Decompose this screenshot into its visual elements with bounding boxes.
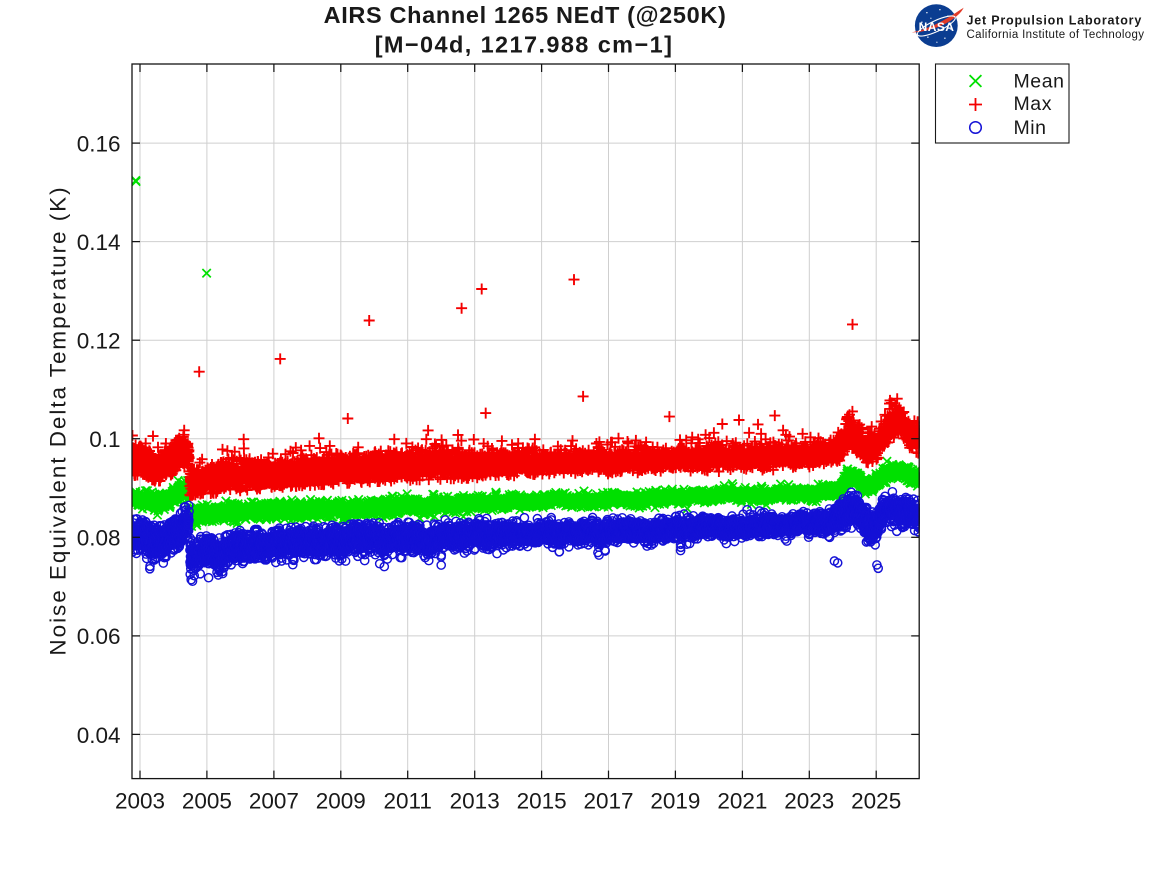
svg-text:0.08: 0.08 bbox=[77, 526, 121, 551]
svg-text:Mean: Mean bbox=[1014, 71, 1065, 93]
svg-text:0.1: 0.1 bbox=[89, 427, 120, 452]
svg-text:California Institute of Techno: California Institute of Technology bbox=[967, 29, 1145, 41]
svg-text:0.12: 0.12 bbox=[77, 329, 121, 354]
svg-text:2007: 2007 bbox=[249, 789, 299, 814]
svg-text:2011: 2011 bbox=[384, 789, 432, 814]
svg-text:Min: Min bbox=[1014, 117, 1047, 139]
svg-text:[M−04d, 1217.988 cm−1]: [M−04d, 1217.988 cm−1] bbox=[375, 31, 674, 57]
svg-text:AIRS Channel 1265 NEdT (@250K): AIRS Channel 1265 NEdT (@250K) bbox=[324, 2, 727, 28]
svg-text:2023: 2023 bbox=[784, 789, 834, 814]
svg-text:Max: Max bbox=[1014, 93, 1053, 115]
svg-text:0.14: 0.14 bbox=[77, 230, 121, 255]
svg-text:NASA: NASA bbox=[919, 20, 955, 34]
svg-text:2015: 2015 bbox=[517, 789, 567, 814]
svg-text:0.04: 0.04 bbox=[77, 723, 121, 748]
svg-text:2019: 2019 bbox=[650, 789, 700, 814]
svg-text:2005: 2005 bbox=[182, 789, 232, 814]
svg-text:2003: 2003 bbox=[115, 789, 165, 814]
svg-text:2009: 2009 bbox=[316, 789, 366, 814]
svg-text:0.16: 0.16 bbox=[77, 132, 121, 157]
svg-text:Noise Equivalent Delta Tempera: Noise Equivalent Delta Temperature (K) bbox=[46, 185, 71, 655]
svg-text:2017: 2017 bbox=[583, 789, 633, 814]
svg-text:2025: 2025 bbox=[851, 789, 901, 814]
svg-text:2013: 2013 bbox=[450, 789, 500, 814]
svg-text:0.06: 0.06 bbox=[77, 624, 121, 649]
svg-text:2021: 2021 bbox=[717, 789, 767, 814]
svg-text:Jet Propulsion Laboratory: Jet Propulsion Laboratory bbox=[967, 14, 1143, 28]
